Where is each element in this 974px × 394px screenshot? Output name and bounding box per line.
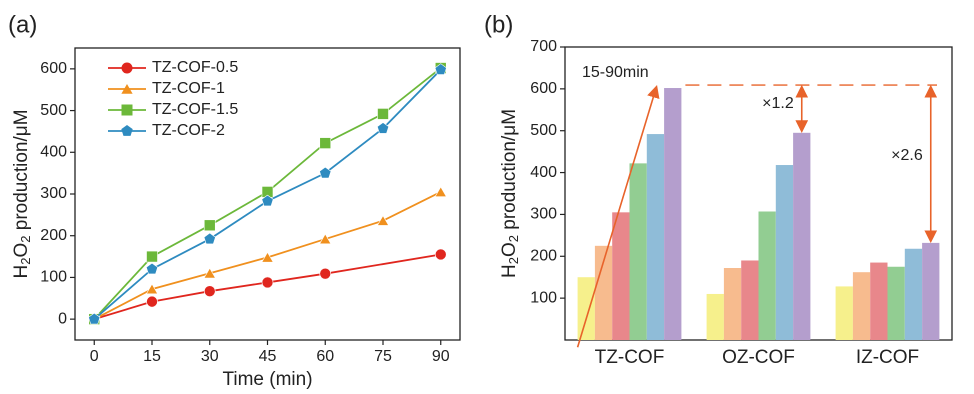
point — [203, 267, 216, 279]
y-tick-label: 100 — [530, 289, 557, 306]
y-tick-label: 200 — [530, 248, 557, 265]
y-axis-title: H2O2 production/μM — [499, 109, 521, 278]
y-tick-label: 300 — [530, 206, 557, 223]
y-axis-title-part: O — [11, 243, 32, 258]
point — [261, 194, 274, 207]
legend-label: TZ-COF-1 — [152, 80, 225, 97]
y-tick-label: 200 — [40, 227, 67, 244]
bar — [758, 211, 776, 340]
y-axis-title-part: 2 — [18, 236, 33, 243]
bar — [612, 212, 630, 340]
point — [434, 63, 447, 75]
x-axis-title: Time (min) — [222, 369, 312, 390]
series-line — [93, 253, 441, 321]
point — [261, 276, 274, 289]
point — [121, 84, 133, 94]
y-axis-title-part: 2 — [506, 257, 521, 264]
bar — [741, 260, 759, 340]
point — [121, 104, 133, 116]
y-axis-title-part: H — [499, 264, 520, 278]
bar — [904, 248, 923, 340]
bar — [706, 293, 724, 340]
point — [203, 232, 216, 245]
panel-label: (b) — [484, 11, 513, 38]
y-axis-title: H2O2 production/μM — [11, 109, 33, 278]
point — [145, 262, 159, 275]
point — [377, 108, 389, 120]
point — [145, 283, 159, 295]
point — [434, 248, 447, 261]
bar — [835, 286, 853, 340]
y-tick-label: 400 — [530, 164, 557, 181]
y-tick-label: 600 — [530, 80, 557, 97]
x-tick-label: 0 — [90, 348, 99, 365]
point — [88, 312, 101, 325]
y-tick-label: 0 — [58, 310, 67, 327]
y-axis-title-part: 2 — [506, 235, 521, 242]
point — [319, 233, 332, 245]
x-tick-label: 30 — [201, 348, 219, 365]
annotation: ×1.2 — [762, 95, 794, 112]
point — [319, 137, 332, 149]
x-tick-label: IZ-COF — [856, 347, 919, 368]
point — [146, 250, 158, 263]
x-tick-label: 60 — [316, 348, 334, 365]
y-tick-label: 100 — [40, 269, 67, 286]
point — [376, 215, 390, 226]
y-axis-title-part: production/μM — [11, 109, 32, 235]
y-tick-label: 300 — [40, 185, 67, 202]
bar — [793, 132, 811, 340]
point — [146, 295, 158, 308]
bar — [870, 262, 888, 340]
point — [203, 219, 216, 232]
legend-label: TZ-COF-1.5 — [152, 101, 238, 118]
bar — [775, 165, 794, 340]
y-tick-label: 600 — [40, 60, 67, 77]
point — [121, 62, 133, 74]
point — [203, 285, 216, 297]
bar — [646, 134, 665, 340]
bar — [922, 242, 940, 340]
bar — [594, 245, 613, 340]
bar — [887, 266, 905, 340]
point — [121, 125, 133, 136]
panel-label: (a) — [8, 11, 37, 38]
y-axis-title-part: production/μM — [499, 109, 520, 235]
arrow — [576, 84, 660, 348]
x-tick-label: 75 — [374, 348, 392, 365]
y-tick-label: 700 — [530, 38, 557, 55]
point — [261, 251, 274, 263]
point — [434, 186, 447, 197]
bar — [577, 277, 595, 340]
bar — [629, 163, 647, 340]
x-tick-label: TZ-COF — [595, 347, 665, 368]
bar — [852, 272, 871, 340]
annotation: ×2.6 — [891, 147, 923, 164]
y-tick-label: 400 — [40, 144, 67, 161]
legend-label: TZ-COF-2 — [152, 122, 225, 139]
point — [319, 267, 332, 280]
annotation: 15-90min — [582, 64, 649, 81]
y-axis-title-part: 2 — [18, 258, 33, 265]
point — [376, 122, 390, 134]
bar — [664, 88, 682, 341]
point — [319, 166, 332, 179]
bar — [723, 268, 742, 340]
legend-label: TZ-COF-0.5 — [152, 59, 238, 76]
x-tick-label: OZ-COF — [722, 347, 795, 368]
y-tick-label: 500 — [40, 102, 67, 119]
x-tick-label: 45 — [259, 348, 277, 365]
x-tick-label: 15 — [143, 348, 161, 365]
y-axis-title-part: H — [11, 265, 32, 279]
x-tick-label: 90 — [432, 348, 450, 365]
y-axis-title-part: O — [499, 242, 520, 257]
y-tick-label: 500 — [530, 122, 557, 139]
